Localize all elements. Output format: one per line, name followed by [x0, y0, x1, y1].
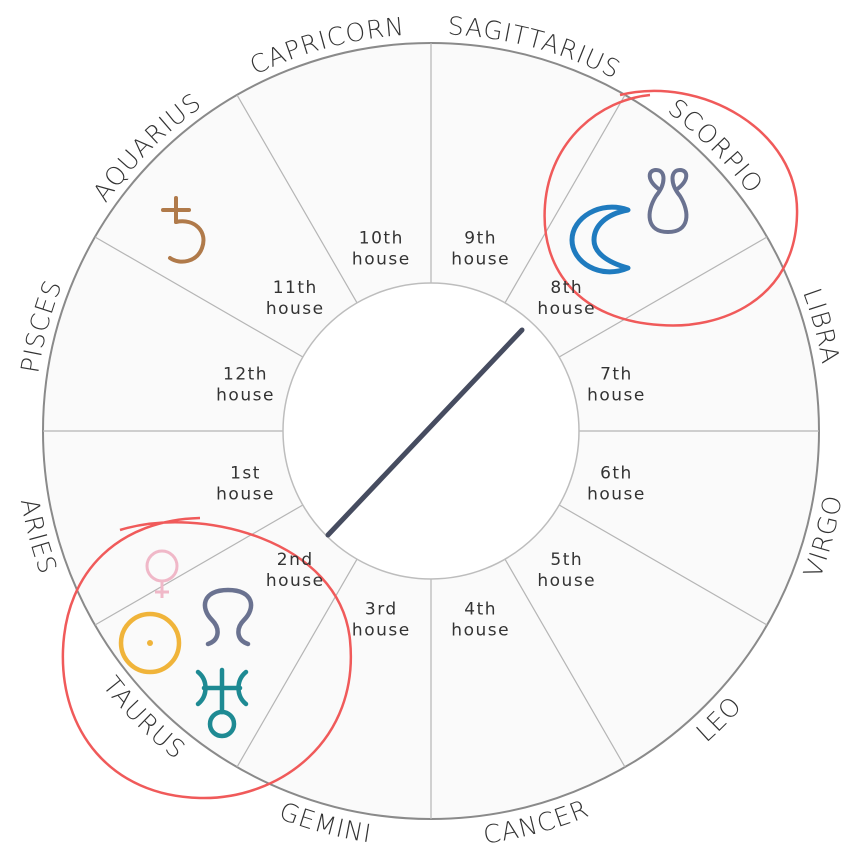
house-label: house: [216, 385, 275, 405]
house-label: house: [587, 485, 646, 505]
house-label: 11th: [273, 278, 318, 298]
house-divider: [558, 504, 768, 626]
house-divider: [94, 504, 304, 626]
house-label: house: [537, 571, 596, 591]
south-node-glyph: [647, 167, 689, 235]
house-label: 2nd: [277, 550, 314, 570]
house-label: 1st: [230, 464, 261, 484]
highlight-circle: [61, 516, 353, 800]
house-label: house: [587, 385, 646, 405]
house-label: 8th: [550, 278, 583, 298]
house-label: house: [352, 250, 411, 270]
house-divider: [236, 94, 358, 304]
house-divider: [94, 236, 304, 358]
moon-glyph: [569, 204, 631, 275]
house-label: house: [352, 620, 411, 640]
venus-glyph: [145, 549, 179, 598]
house-label: house: [216, 485, 275, 505]
house-label: 3rd: [365, 599, 398, 619]
saturn-glyph: [161, 196, 206, 264]
house-label: 6th: [600, 464, 633, 484]
house-label: 7th: [600, 364, 633, 384]
house-divider: [504, 94, 626, 304]
house-divider: [558, 236, 768, 358]
house-label: 10th: [359, 229, 404, 249]
north-node-glyph: [202, 587, 254, 647]
uranus-glyph: [195, 667, 249, 739]
house-divider: [504, 558, 626, 768]
house-label: 4th: [464, 599, 497, 619]
highlight-circle: [543, 89, 799, 327]
house-label: 9th: [464, 229, 497, 249]
house-label: house: [266, 571, 325, 591]
sun-glyph: [118, 611, 182, 675]
house-label: house: [266, 299, 325, 319]
house-dividers: [43, 43, 819, 819]
house-label: 5th: [550, 550, 583, 570]
house-divider: [236, 558, 358, 768]
house-label: house: [451, 250, 510, 270]
house-label: house: [537, 299, 596, 319]
axis-line: [325, 327, 525, 538]
house-label: house: [451, 620, 510, 640]
house-label: 12th: [223, 364, 268, 384]
